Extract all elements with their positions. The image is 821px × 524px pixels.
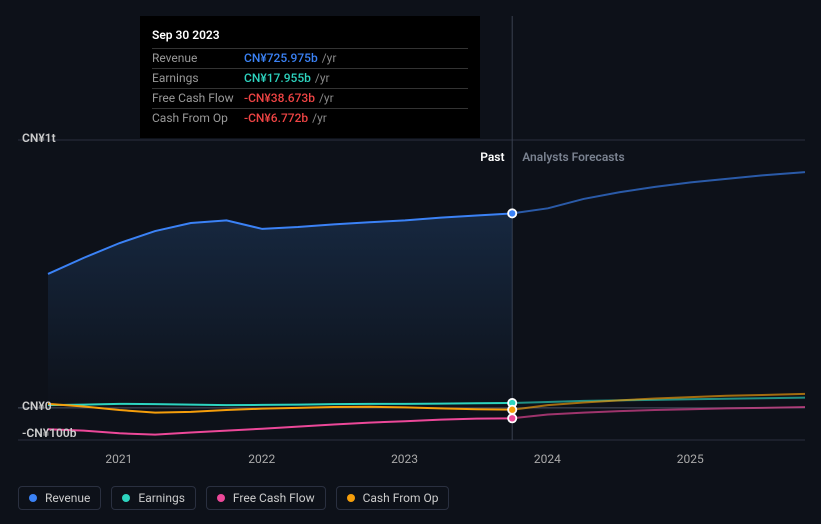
legend-item[interactable]: Cash From Op [336,486,450,510]
tooltip-row-unit: /yr [315,71,330,86]
x-axis-tick-label: 2023 [391,452,418,466]
legend-label: Free Cash Flow [233,491,315,505]
x-axis-tick-label: 2025 [677,452,704,466]
tooltip-row-value: -CN¥6.772b [244,111,308,126]
tooltip-row-value: -CN¥38.673b [244,91,315,106]
x-axis-tick-label: 2021 [105,452,132,466]
tooltip-row: Cash From Op-CN¥6.772b/yr [152,108,468,128]
tooltip-date: Sep 30 2023 [152,24,468,48]
forecast-section-label: Analysts Forecasts [522,150,624,164]
tooltip-row: Free Cash Flow-CN¥38.673b/yr [152,88,468,108]
legend-item[interactable]: Earnings [111,486,196,510]
past-section-label: Past [480,150,504,164]
tooltip-row-value: CN¥17.955b [244,71,311,86]
x-axis-tick-label: 2024 [534,452,561,466]
legend-label: Revenue [45,491,90,505]
tooltip-row-label: Free Cash Flow [152,91,244,106]
tooltip-row-unit: /yr [322,51,337,66]
tooltip-row-unit: /yr [319,91,334,106]
chart-container: CN¥1t CN¥0 -CN¥100b 2021 2022 2023 2024 2025 P… [0,0,821,524]
legend-dot-icon [347,494,355,502]
tooltip-row-value: CN¥725.975b [244,51,318,66]
x-axis-tick-label: 2022 [248,452,275,466]
legend-dot-icon [29,494,37,502]
y-axis-tick-label: CN¥1t [22,131,56,145]
y-axis-tick-label: -CN¥100b [22,426,76,440]
y-axis-tick-label: CN¥0 [22,399,52,413]
tooltip-row: EarningsCN¥17.955b/yr [152,68,468,88]
legend-label: Earnings [138,491,185,505]
tooltip-row-label: Cash From Op [152,111,244,126]
tooltip-row: RevenueCN¥725.975b/yr [152,48,468,68]
tooltip-row-label: Revenue [152,51,244,66]
legend-item[interactable]: Revenue [18,486,101,510]
legend-dot-icon [122,494,130,502]
chart-tooltip: Sep 30 2023 RevenueCN¥725.975b/yrEarning… [140,16,480,138]
legend-dot-icon [217,494,225,502]
legend-label: Cash From Op [363,491,439,505]
tooltip-row-label: Earnings [152,71,244,86]
tooltip-row-unit: /yr [312,111,327,126]
chart-legend: Revenue Earnings Free Cash Flow Cash From O… [18,486,449,510]
legend-item[interactable]: Free Cash Flow [206,486,326,510]
